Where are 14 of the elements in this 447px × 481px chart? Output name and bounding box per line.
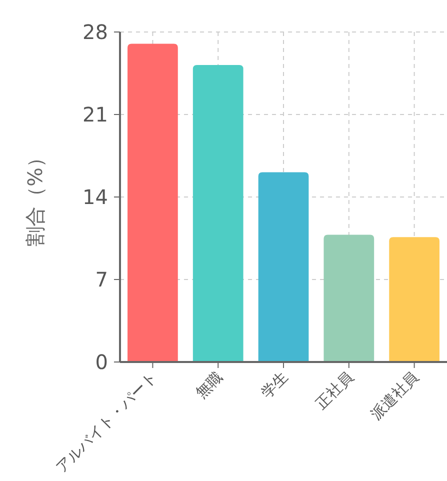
y-tick-label: 7	[95, 268, 108, 292]
y-tick-label: 21	[82, 102, 108, 126]
x-tick-label: 正社員	[312, 368, 357, 413]
x-tick-label: 派遣社員	[366, 368, 422, 424]
y-tick-label: 14	[82, 185, 108, 209]
y-tick-label: 28	[82, 20, 108, 44]
bar	[258, 172, 309, 362]
y-axis-title: 割合（%）	[23, 147, 47, 247]
bar	[192, 65, 244, 362]
bar	[324, 234, 374, 362]
x-tick-label: 学生	[257, 368, 292, 402]
x-tick-label: 無職	[192, 368, 226, 402]
bar	[128, 44, 178, 362]
bar	[389, 237, 440, 362]
